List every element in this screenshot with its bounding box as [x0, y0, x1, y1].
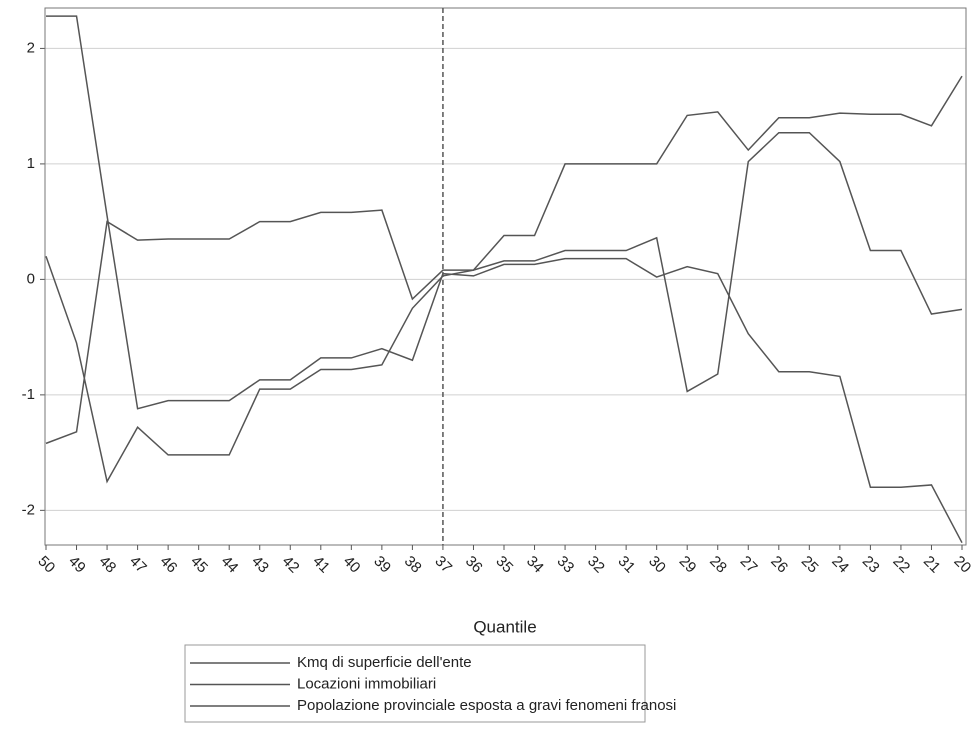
x-tick-label: 24: [828, 553, 852, 577]
y-tick-label: 0: [27, 270, 35, 287]
x-tick-label: 49: [65, 553, 89, 577]
y-tick-label: -1: [22, 386, 35, 403]
legend-box: [184, 644, 646, 723]
series-line: [46, 15, 963, 544]
x-tick-label: 35: [492, 553, 516, 577]
series-line: [45, 75, 963, 445]
y-tick-label: -2: [22, 501, 35, 518]
legend-label: Locazioni immobiliari: [297, 675, 436, 692]
x-tick-label: 22: [889, 553, 913, 577]
x-tick-label: 36: [462, 553, 486, 577]
x-tick-label: 44: [218, 553, 242, 577]
x-tick-label: 30: [645, 553, 669, 577]
x-tick-label: 23: [859, 553, 883, 577]
x-axis-label: Quantile: [473, 617, 536, 636]
x-tick-label: 20: [950, 553, 973, 577]
x-tick-label: 45: [187, 553, 211, 577]
x-tick-label: 37: [431, 553, 455, 577]
x-tick-label: 28: [706, 553, 730, 577]
y-tick-label: 1: [27, 155, 35, 172]
x-tick-label: 40: [340, 553, 364, 577]
x-tick-label: 46: [157, 553, 181, 577]
x-tick-label: 26: [767, 553, 791, 577]
plot-frame: [44, 7, 967, 546]
x-tick-label: 21: [920, 553, 944, 577]
x-tick-label: 29: [676, 553, 700, 577]
x-tick-label: 47: [126, 553, 150, 577]
x-tick-label: 41: [309, 553, 333, 577]
x-tick-label: 50: [34, 553, 58, 577]
x-tick-label: 27: [737, 553, 761, 577]
x-tick-label: 32: [584, 553, 608, 577]
legend-label: Popolazione provinciale esposta a gravi …: [297, 697, 676, 714]
x-tick-label: 43: [248, 553, 272, 577]
x-tick-label: 25: [798, 553, 822, 577]
x-tick-label: 48: [96, 553, 120, 577]
x-tick-label: 31: [615, 553, 639, 577]
series-line: [45, 131, 963, 484]
x-tick-label: 34: [523, 553, 547, 577]
legend-label: Kmq di superficie dell'ente: [297, 654, 472, 671]
x-tick-label: 33: [554, 553, 578, 577]
x-tick-label: 39: [370, 553, 394, 577]
y-tick-label: 2: [27, 39, 35, 56]
x-tick-label: 42: [279, 553, 303, 577]
x-tick-label: 38: [401, 553, 425, 577]
